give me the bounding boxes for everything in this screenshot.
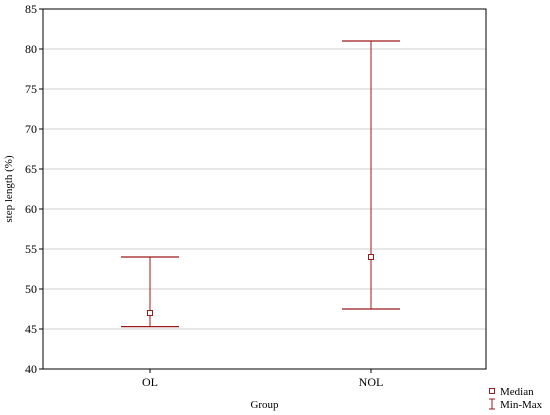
y-tick-label-85: 85 <box>25 2 37 16</box>
x-tick-label-NOL: NOL <box>359 375 384 389</box>
y-tick-label-55: 55 <box>25 242 37 256</box>
labels-layer: 40 45 50 55 60 65 70 75 80 85 OL NOL Group step lengt… <box>3 2 383 411</box>
legend-label-median: Median <box>500 386 534 398</box>
median-marker-OL <box>147 310 153 316</box>
legend-label-minmax: Min-Max <box>500 399 543 411</box>
y-tick-label-75: 75 <box>25 82 37 96</box>
y-tick-label-80: 80 <box>25 42 37 56</box>
y-tick-label-70: 70 <box>25 122 37 136</box>
y-tick-label-60: 60 <box>25 202 37 216</box>
y-tick-label-65: 65 <box>25 162 37 176</box>
y-axis-label: step length (%) <box>3 155 15 223</box>
whisker-icon <box>489 398 495 410</box>
plot-frame <box>42 8 487 370</box>
data-layer <box>121 40 400 328</box>
median-marker-NOL <box>368 254 374 260</box>
square-marker-icon <box>489 388 495 394</box>
y-tick-label-45: 45 <box>25 322 37 336</box>
y-tick-label-40: 40 <box>25 362 37 376</box>
grid-layer <box>43 48 486 330</box>
axes-layer <box>39 8 487 373</box>
x-tick-label-OL: OL <box>142 375 158 389</box>
y-tick-label-50: 50 <box>25 282 37 296</box>
x-axis-label: Group <box>250 399 279 411</box>
